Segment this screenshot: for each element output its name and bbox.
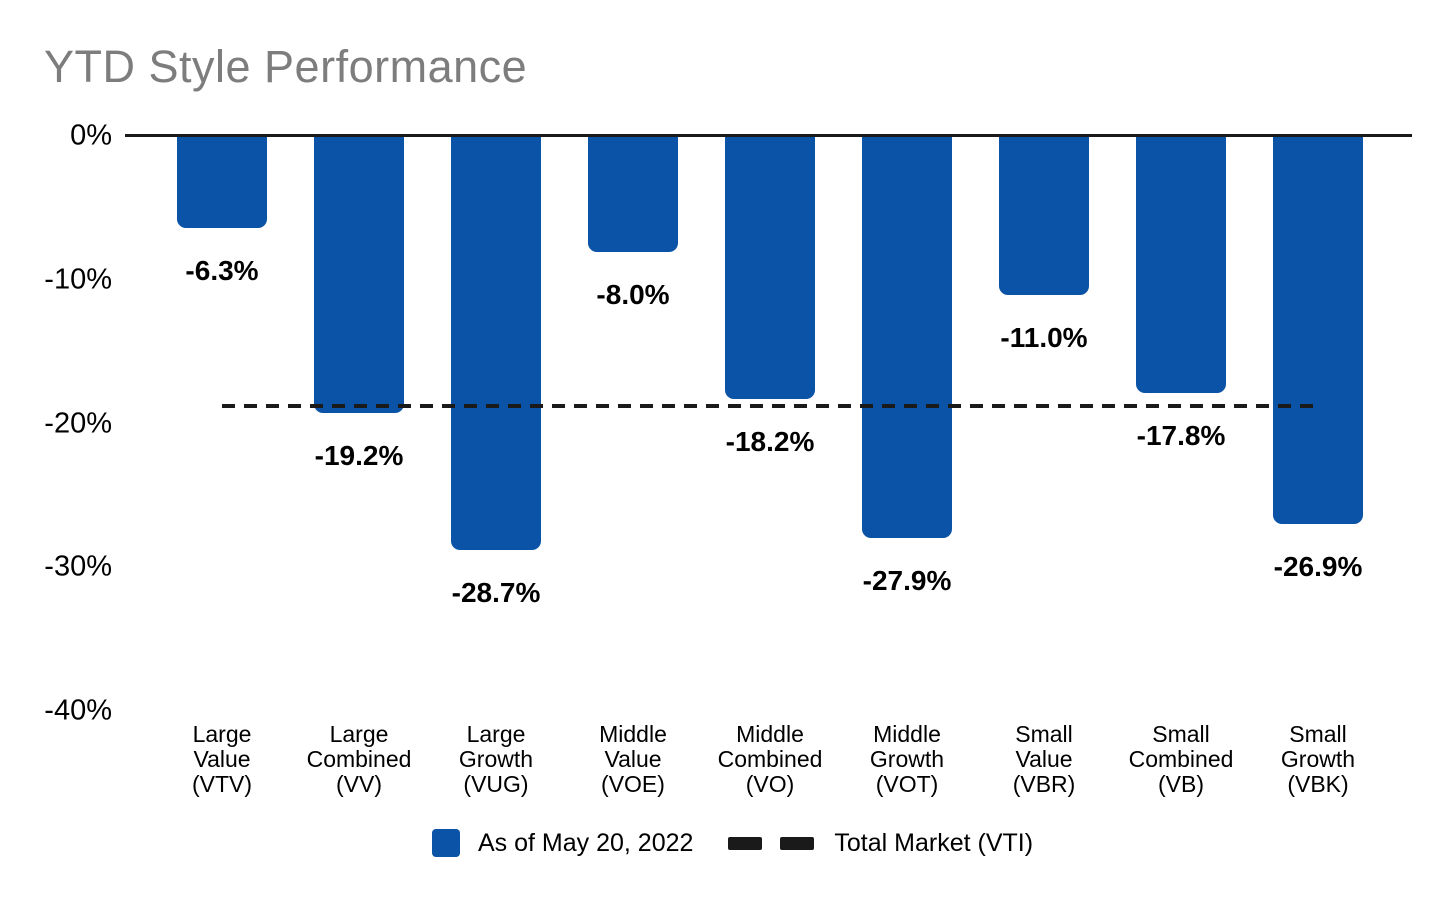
bar-value-label: -18.2% xyxy=(725,425,815,457)
bar xyxy=(725,137,815,399)
zero-axis-line xyxy=(125,134,1412,137)
x-category-label: Middle Value (VOE) xyxy=(599,721,667,797)
y-axis-tick-label: -20% xyxy=(44,407,112,439)
bar-swatch-icon xyxy=(432,829,460,857)
legend: As of May 20, 2022 Total Market (VTI) xyxy=(432,826,1033,860)
vti-reference-line xyxy=(222,404,1318,409)
dashed-line-icon xyxy=(780,836,815,850)
bar xyxy=(1136,137,1226,393)
bar-value-label: -19.2% xyxy=(314,440,404,471)
y-axis-tick-label: -40% xyxy=(44,694,112,727)
legend-item-asof: As of May 20, 2022 xyxy=(432,829,693,858)
x-category-label: Large Combined (VV) xyxy=(306,721,412,797)
bar-value-label: -6.3% xyxy=(185,254,259,286)
x-category-label: Small Value (VBR) xyxy=(1012,721,1076,797)
bar-value-label: -26.9% xyxy=(1273,550,1363,582)
x-category-label: Small Combined (VB) xyxy=(1128,721,1234,797)
x-category-label: Small Growth (VBK) xyxy=(1280,721,1356,797)
x-category-label: Large Growth (VUG) xyxy=(458,721,534,797)
chart-title: YTD Style Performance xyxy=(44,41,528,92)
bar xyxy=(588,137,678,252)
bar xyxy=(1273,137,1363,524)
x-category-label: Large Value (VTV) xyxy=(191,721,253,797)
legend-item-vti: Total Market (VTI) xyxy=(728,829,1033,858)
legend-label-asof: As of May 20, 2022 xyxy=(478,828,694,857)
x-category-label: Middle Combined (VO) xyxy=(717,721,823,797)
bar xyxy=(451,137,541,550)
y-axis-tick-label: -30% xyxy=(44,550,112,583)
bar xyxy=(177,137,267,228)
bar xyxy=(999,137,1089,296)
bar xyxy=(862,137,952,539)
y-axis-tick-label: -10% xyxy=(44,263,112,296)
bar-value-label: -27.9% xyxy=(862,565,952,597)
bar-value-label: -28.7% xyxy=(451,576,541,608)
x-category-label: Middle Growth (VOT) xyxy=(869,721,945,797)
legend-label-vti: Total Market (VTI) xyxy=(834,828,1034,857)
bar-value-label: -8.0% xyxy=(596,279,670,310)
bar-value-label: -17.8% xyxy=(1136,419,1226,451)
dashed-line-icon xyxy=(728,836,763,850)
bar-value-label: -11.0% xyxy=(1000,322,1088,354)
y-axis-tick-label: 0% xyxy=(70,119,112,152)
bar xyxy=(314,137,404,413)
